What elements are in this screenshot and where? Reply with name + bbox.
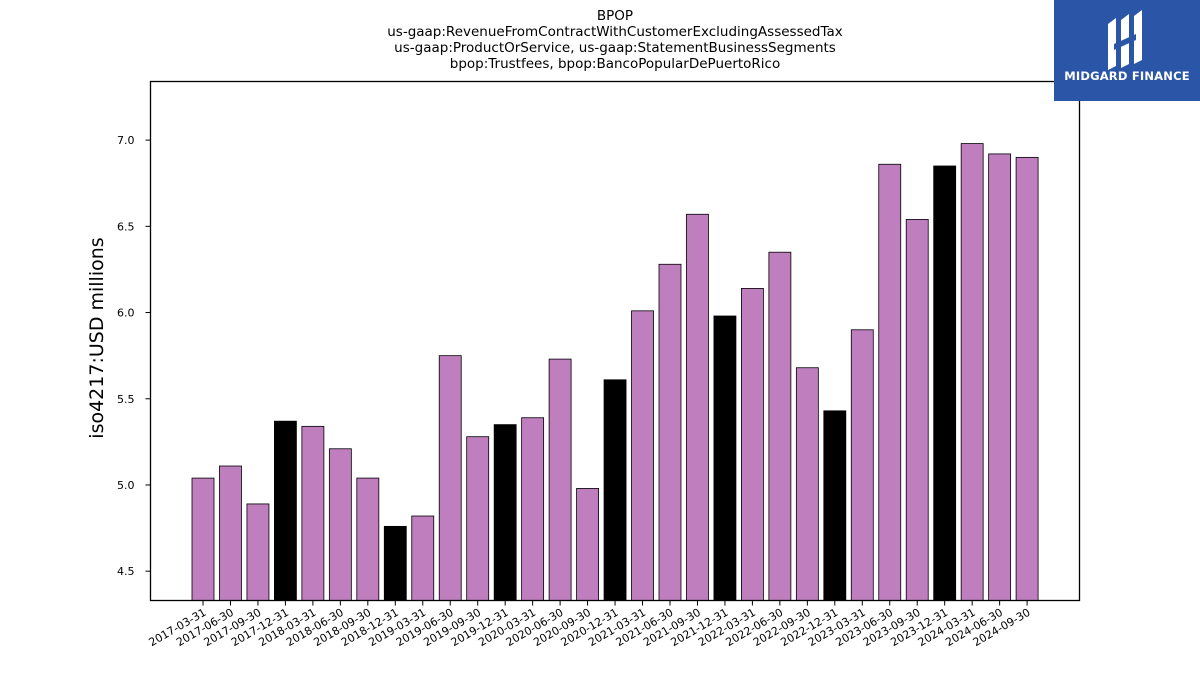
chart-title-line-1: BPOP [597,8,633,24]
bar-2023-12-31 [933,165,957,601]
bar-2017-12-31 [274,420,297,601]
y-tick-label: 6.5 [117,220,135,233]
x-axis-ticks: 2017-03-312017-06-302017-09-302017-12-31… [147,600,1033,649]
chart-title-line-3: us-gaap:ProductOrService, us-gaap:Statem… [394,40,836,56]
y-tick-label: 7.0 [117,134,135,147]
bar-2024-03-31 [960,143,984,601]
y-tick-label: 5.0 [117,479,135,492]
bar-2019-06-30 [438,355,462,601]
bar-2020-03-31 [521,417,545,601]
bars-group [191,143,1039,601]
bar-2023-03-31 [850,329,874,601]
bar-2021-09-30 [686,213,709,601]
chart-title: BPOP us-gaap:RevenueFromContractWithCust… [387,8,843,72]
bar-2020-06-30 [548,358,572,601]
bar-2018-12-31 [383,525,407,601]
bar-2022-06-30 [768,251,792,601]
bar-2018-06-30 [328,448,352,601]
bar-2019-09-30 [466,436,490,601]
bar-2022-12-31 [823,410,847,601]
bar-2024-06-30 [988,153,1012,601]
bar-2023-09-30 [905,219,929,601]
midgard-logo-icon [1108,10,1142,70]
bar-2017-06-30 [219,465,242,601]
bar-2021-12-31 [713,315,737,601]
y-axis-label: iso4217:USD millions [86,237,108,438]
bar-2024-09-30 [1015,156,1039,601]
chart-title-line-4: bpop:Trustfees, bpop:BancoPopularDePuert… [450,56,780,72]
y-axis-ticks: 4.5 5.0 5.5 6.0 6.5 7.0 [117,134,151,578]
bar-2022-03-31 [741,288,764,601]
bar-2019-12-31 [493,424,517,601]
chart-title-line-2: us-gaap:RevenueFromContractWithCustomerE… [387,24,843,40]
bar-2017-03-31 [191,477,215,601]
bar-2021-03-31 [631,310,654,601]
bar-2018-03-31 [301,425,325,601]
bar-2021-06-30 [658,263,682,601]
plot-area-frame [149,80,1081,602]
bar-2020-09-30 [576,488,599,601]
bar-2023-06-30 [878,163,902,601]
bar-2020-12-31 [603,379,627,601]
logo-text: MIDGARD FINANCE [1064,69,1190,83]
y-tick-label: 4.5 [117,565,135,578]
midgard-finance-logo: MIDGARD FINANCE [1054,0,1200,101]
bar-2022-09-30 [795,367,819,601]
y-tick-label: 6.0 [117,307,135,320]
bar-2018-09-30 [356,477,380,601]
bar-2019-03-31 [411,515,435,601]
y-tick-label: 5.5 [117,393,135,406]
bar-2017-09-30 [246,503,270,601]
